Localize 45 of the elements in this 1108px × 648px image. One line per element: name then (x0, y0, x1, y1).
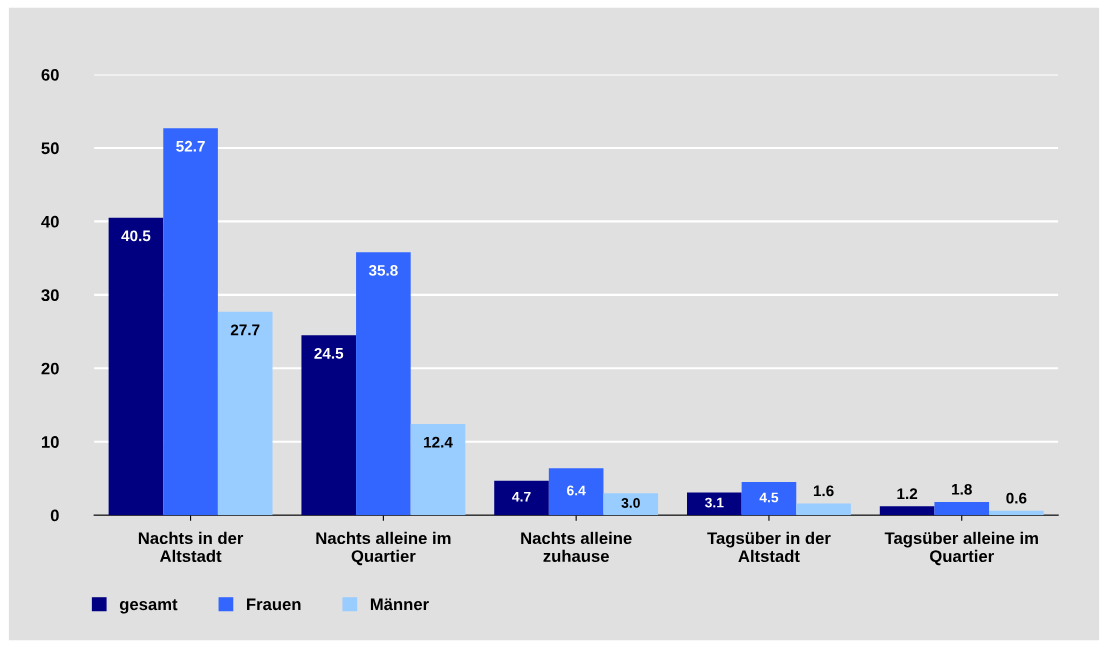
bar (741, 482, 797, 516)
data-label: 1.6 (813, 485, 834, 497)
data-label: 1.2 (897, 488, 918, 500)
y-tick-label: 30 (41, 289, 59, 302)
y-tick-label: 0 (50, 509, 59, 522)
bar (301, 335, 357, 516)
bar (989, 510, 1044, 516)
legend-label: Frauen (247, 598, 301, 611)
bar (494, 480, 549, 516)
bar (410, 424, 466, 516)
y-tick-label: 10 (41, 436, 59, 448)
bar (548, 468, 604, 516)
bar (356, 252, 411, 516)
data-label: 52.7 (176, 140, 205, 152)
data-label: 12.4 (424, 436, 453, 448)
y-tick-label: 20 (41, 362, 59, 375)
bar (603, 493, 659, 516)
bar (796, 503, 851, 516)
legend-label: gesamt (119, 599, 178, 614)
bar (687, 492, 742, 516)
legend-label: Männer (370, 598, 429, 611)
bar (163, 128, 218, 516)
data-label: 24.5 (314, 347, 344, 359)
x-tick-label: Tagsüber alleine im Quartier (884, 531, 1038, 566)
data-label: 0.6 (1006, 492, 1027, 504)
x-tick-label: Nachts in der Altstadt (138, 531, 244, 563)
x-tick-label: Nachts alleine zuhause (521, 531, 632, 563)
bar (108, 217, 164, 516)
data-label: 27.7 (230, 324, 260, 336)
data-label: 4.5 (759, 492, 779, 503)
bar (217, 311, 273, 516)
x-tick-label: Nachts alleine im Quartier (316, 531, 451, 566)
data-label: 3.1 (704, 497, 724, 508)
data-label: 6.4 (567, 485, 586, 496)
data-label: 35.8 (368, 264, 398, 276)
bar (879, 506, 935, 516)
y-tick-label: 60 (41, 68, 59, 81)
bar (934, 501, 990, 516)
data-label: 4.7 (512, 491, 531, 502)
data-label: 3.0 (621, 498, 640, 508)
data-label: 1.8 (952, 483, 972, 495)
x-tick-label: Tagsüber in der Altstadt (707, 531, 831, 563)
data-label: 40.5 (121, 230, 151, 242)
y-tick-label: 50 (41, 142, 59, 155)
y-tick-label: 40 (41, 215, 59, 228)
